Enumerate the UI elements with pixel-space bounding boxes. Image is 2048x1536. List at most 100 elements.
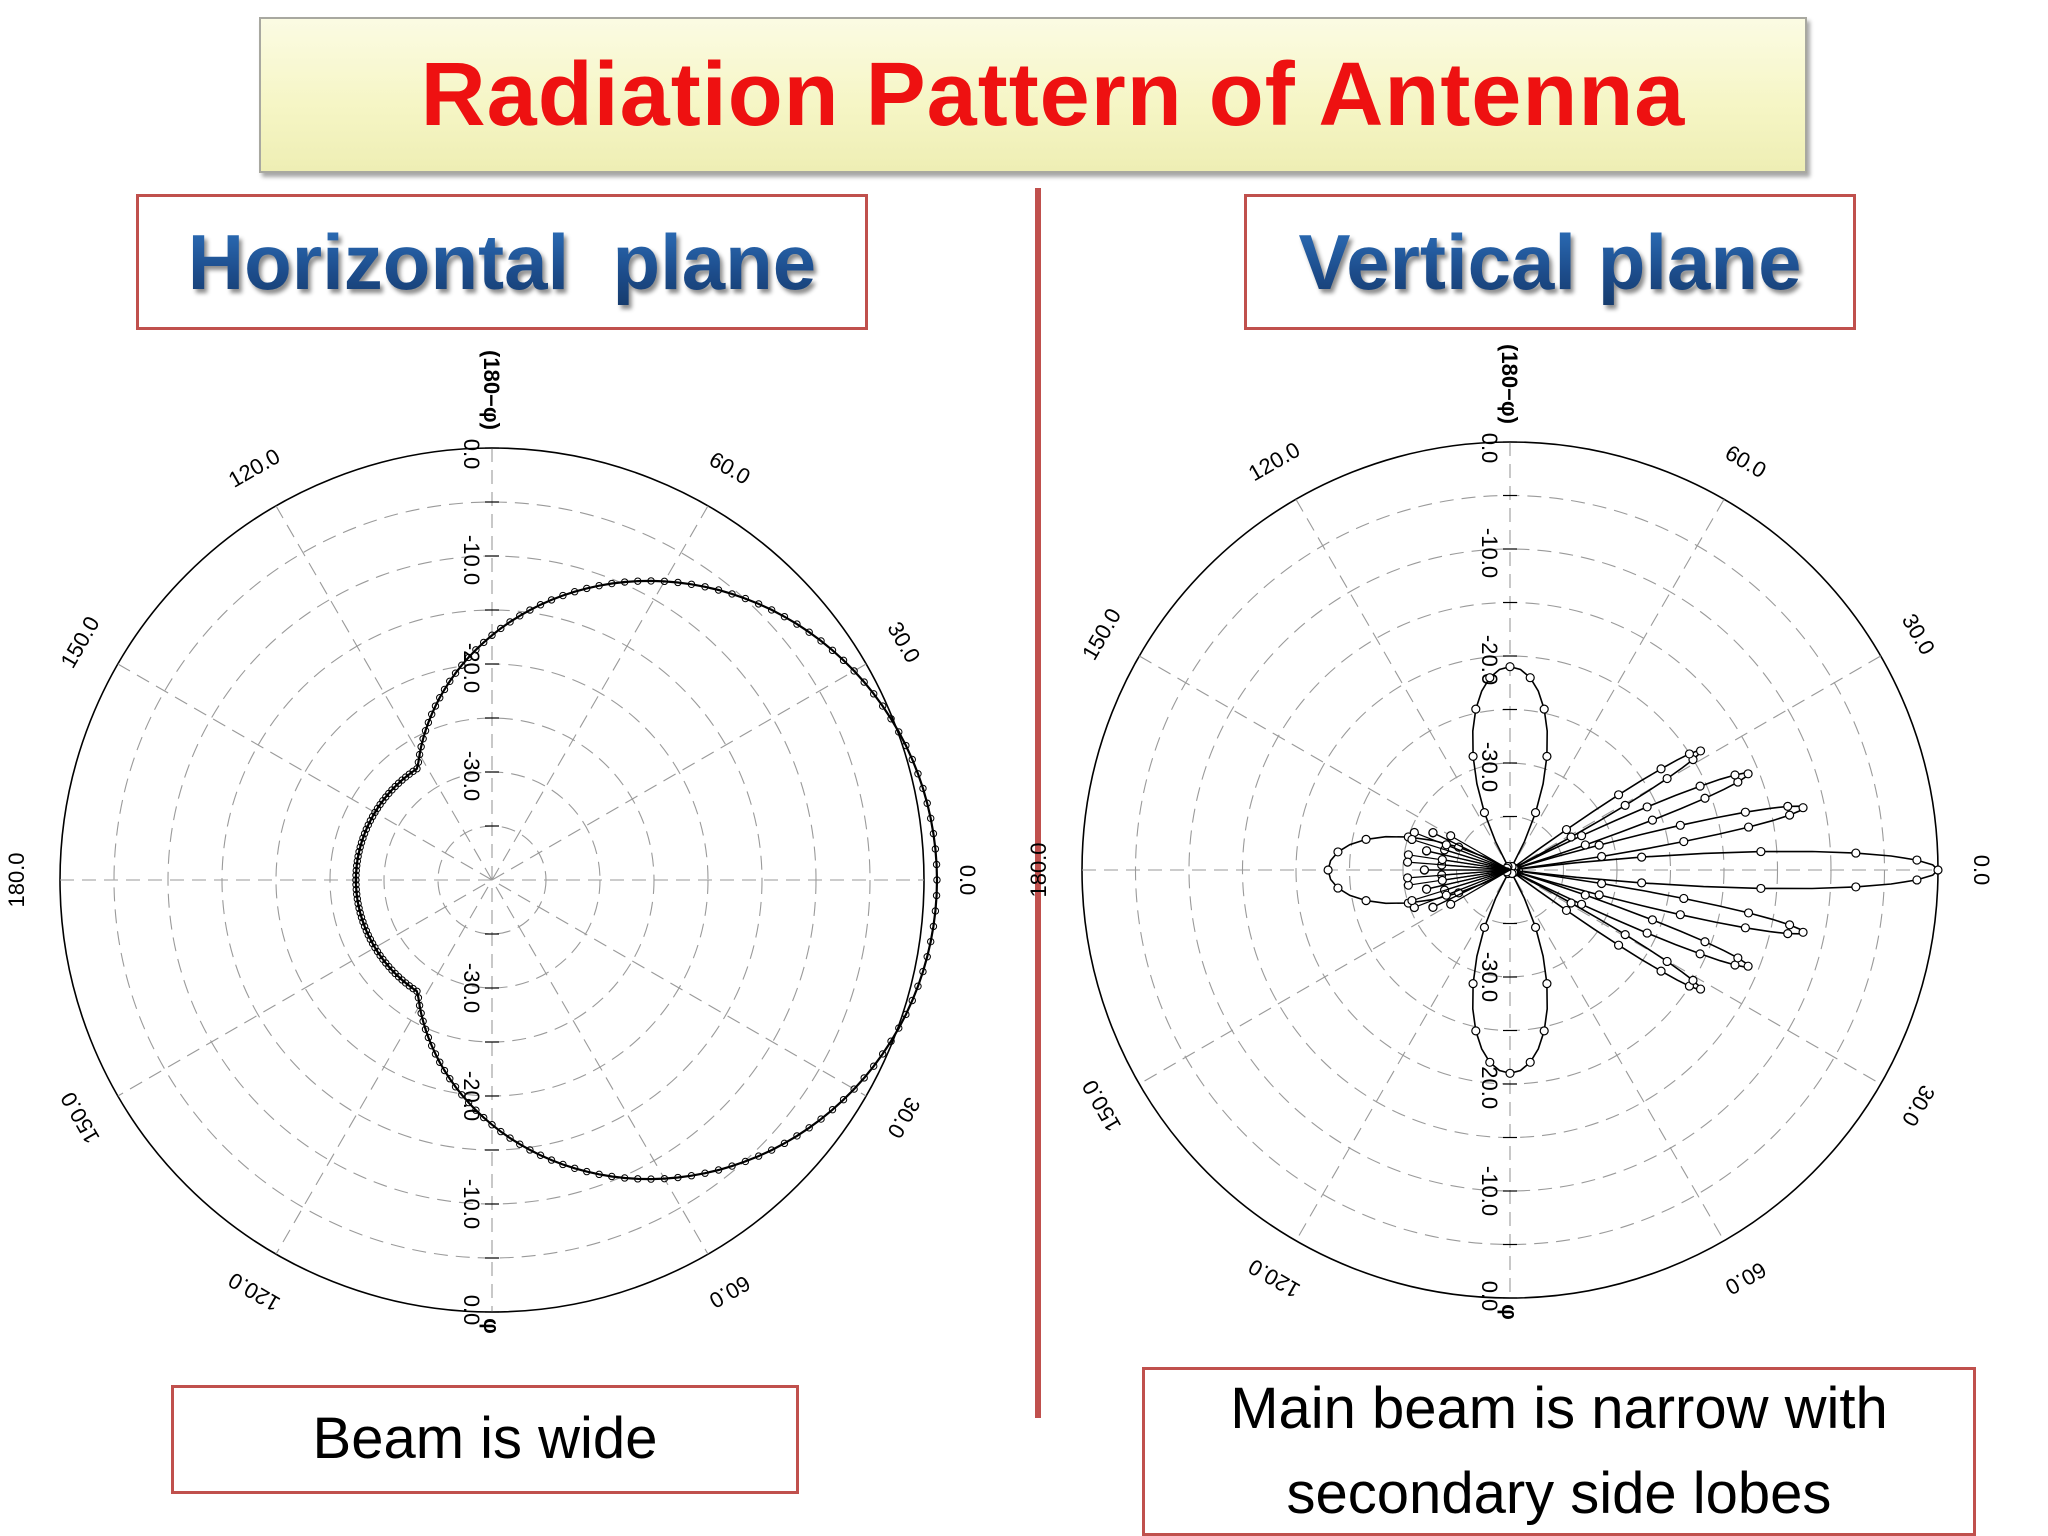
pattern-marker bbox=[352, 866, 360, 875]
pattern-marker bbox=[355, 904, 363, 912]
rear-lobe-marker bbox=[1441, 890, 1451, 900]
lobe-marker bbox=[1333, 883, 1343, 893]
lobe-marker bbox=[1566, 898, 1576, 908]
pattern-marker bbox=[419, 735, 427, 743]
lobe-marker bbox=[1743, 822, 1754, 832]
lobe-marker bbox=[1333, 847, 1343, 857]
vertical-caption-box: Main beam is narrow with secondary side … bbox=[1142, 1367, 1976, 1536]
lobe-marker bbox=[1756, 883, 1766, 894]
pattern-marker bbox=[741, 1157, 750, 1166]
pattern-marker bbox=[368, 939, 377, 948]
lobe-marker bbox=[1662, 773, 1672, 784]
pattern-marker bbox=[413, 765, 421, 773]
pattern-marker bbox=[767, 606, 776, 614]
rear-lobe-line bbox=[1407, 869, 1511, 879]
pattern-marker bbox=[674, 1173, 682, 1182]
rear-lobe-line bbox=[1442, 869, 1511, 881]
rear-lobe-line bbox=[1426, 850, 1511, 871]
rear-lobe-marker bbox=[1402, 857, 1413, 867]
pattern-marker bbox=[908, 755, 916, 764]
pattern-marker bbox=[362, 927, 371, 935]
pattern-marker bbox=[357, 913, 366, 922]
lobe-marker bbox=[1756, 846, 1766, 857]
pattern-marker bbox=[805, 628, 813, 636]
lobe-marker bbox=[1912, 875, 1922, 885]
lobe-marker bbox=[1613, 940, 1624, 950]
pattern-marker bbox=[480, 1113, 488, 1122]
lobe-marker bbox=[1851, 882, 1861, 892]
radial-label-upper: -10.0 bbox=[459, 535, 484, 585]
vertical-polar-chart: 0.0 30.0 60.0 120.0 150.0 180.0 30.0 60.0 120.0 1… bbox=[1026, 344, 1994, 1320]
horizontal-plane-label: Horizontal plane bbox=[187, 217, 817, 306]
page-title: Radiation Pattern of Antenna bbox=[420, 44, 1686, 145]
horizontal-caption: Beam is wide bbox=[312, 1406, 658, 1472]
pattern-marker bbox=[634, 577, 642, 585]
pattern-marker bbox=[701, 1169, 709, 1177]
pattern-marker bbox=[608, 579, 616, 588]
polar-grid-ring bbox=[113, 501, 871, 1259]
pattern-marker bbox=[559, 591, 567, 600]
rear-lobe-marker bbox=[1402, 873, 1413, 883]
pattern-marker bbox=[923, 799, 931, 807]
pattern-marker bbox=[860, 678, 868, 686]
pattern-marker bbox=[526, 1146, 534, 1154]
pattern-marker bbox=[914, 770, 922, 778]
horizontal-plane-label-box: Horizontal plane bbox=[136, 194, 868, 330]
pattern-marker bbox=[353, 890, 361, 898]
pattern-marker bbox=[927, 814, 935, 823]
lobe-marker bbox=[1561, 905, 1572, 916]
lobe-marker bbox=[1743, 769, 1753, 779]
pattern-marker bbox=[914, 982, 922, 990]
angle-label-a150-upper: 150.0 bbox=[1077, 604, 1126, 664]
angle-label-a120-upper: 120.0 bbox=[1244, 437, 1304, 486]
pattern-marker bbox=[364, 931, 372, 939]
pattern-marker bbox=[902, 1010, 910, 1019]
axis-top-label: (180−φ) bbox=[1497, 344, 1522, 424]
pattern-marker bbox=[464, 1098, 473, 1107]
pattern-marker bbox=[887, 1037, 895, 1045]
radial-label-upper: 0.0 bbox=[459, 439, 484, 470]
rear-lobe-marker bbox=[1437, 855, 1447, 865]
pattern-marker bbox=[362, 825, 371, 833]
rear-lobe-marker bbox=[1428, 828, 1438, 838]
lobe-marker bbox=[1700, 793, 1710, 803]
lobe-marker bbox=[1695, 746, 1706, 756]
rear-lobe-line bbox=[1411, 838, 1511, 871]
rear-lobe-marker bbox=[1428, 902, 1438, 912]
pattern-marker bbox=[754, 600, 763, 608]
angle-label-a30-lower: 30.0 bbox=[1897, 1081, 1940, 1131]
pattern-marker bbox=[570, 587, 579, 596]
pattern-marker bbox=[687, 1172, 696, 1180]
pattern-marker bbox=[536, 1151, 545, 1159]
lobe-marker bbox=[1530, 808, 1541, 818]
rear-lobe-line bbox=[1442, 859, 1511, 871]
lobe-marker bbox=[1594, 840, 1604, 850]
rear-lobe-line bbox=[1446, 869, 1511, 896]
pattern-marker bbox=[933, 876, 941, 884]
pattern-marker bbox=[895, 1024, 903, 1032]
lobe-marker bbox=[1675, 820, 1685, 830]
lobe-marker bbox=[1798, 927, 1808, 937]
pattern-marker bbox=[547, 596, 556, 604]
pattern-marker bbox=[608, 1172, 616, 1181]
lobe-marker bbox=[1743, 908, 1754, 918]
rear-lobe-line bbox=[1426, 869, 1511, 890]
pattern-marker bbox=[932, 891, 941, 900]
lobe-marker bbox=[1620, 930, 1630, 940]
pattern-marker bbox=[446, 677, 454, 685]
lobe-marker bbox=[1730, 770, 1740, 780]
pattern-marker bbox=[497, 624, 505, 633]
pattern-marker bbox=[415, 750, 424, 759]
radial-label-lower: -30.0 bbox=[1477, 952, 1502, 1002]
radial-label-lower: -30.0 bbox=[459, 963, 484, 1013]
pattern-marker bbox=[793, 620, 801, 628]
lobe-marker bbox=[1505, 662, 1515, 672]
angle-label-a30-upper: 30.0 bbox=[882, 617, 925, 667]
pattern-marker bbox=[728, 590, 736, 598]
lobe-marker bbox=[1468, 751, 1478, 761]
pattern-marker bbox=[516, 612, 524, 620]
polar-grid-spoke bbox=[117, 663, 867, 1097]
pattern-marker bbox=[353, 895, 362, 903]
pattern-marker bbox=[359, 834, 367, 842]
pattern-marker bbox=[583, 1167, 591, 1176]
